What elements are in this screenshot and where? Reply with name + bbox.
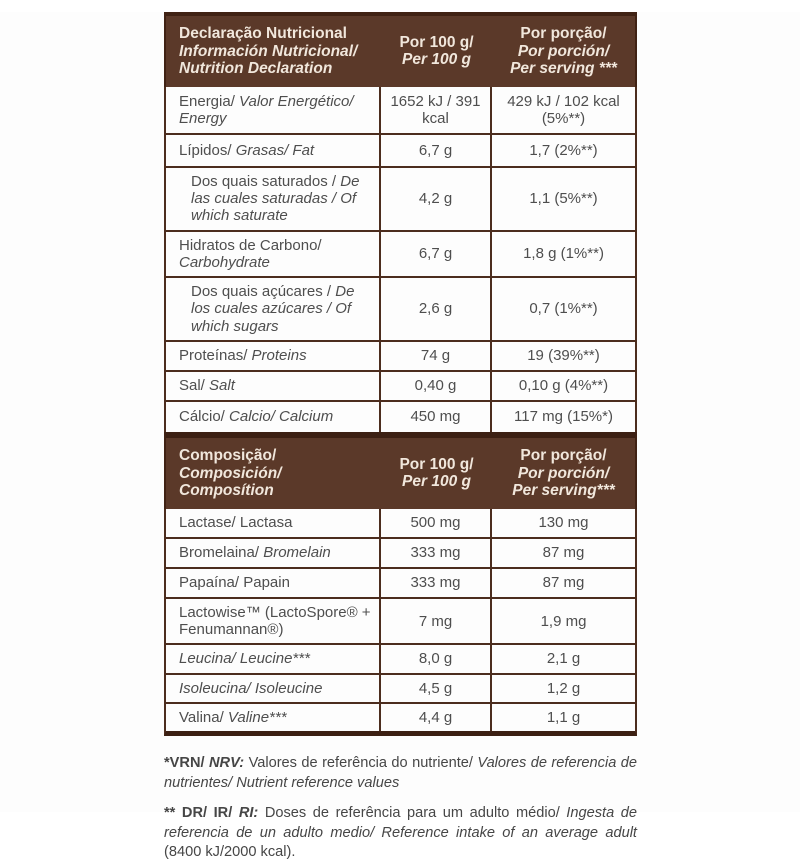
per-100g-value: 74 g — [381, 341, 492, 370]
per-serving-value: 1,9 mg — [540, 612, 587, 630]
table-row-papain: Papaína/ Papain 333 mg 87 mg — [164, 568, 637, 599]
per-100g-value: 0,40 g — [381, 371, 492, 400]
composition-header-per100: Por 100 g/ Per 100 g — [399, 455, 474, 491]
header-title-pt: Declaração Nutricional — [179, 25, 347, 42]
nutrition-table: Declaração Nutricional Información Nutri… — [164, 12, 637, 737]
per-serving-value: 1,7 (2%**) — [529, 141, 598, 159]
per-100g-value: 333 mg — [381, 568, 492, 597]
per-100g-value: 450 mg — [381, 401, 492, 432]
table-row-calcium: Cálcio/ Calcio/ Calcium 450 mg 117 mg (1… — [164, 401, 637, 432]
table-row-salt: Sal/ Salt 0,40 g 0,10 g (4%**) — [164, 371, 637, 402]
nutrition-label-page: Declaração Nutricional Información Nutri… — [0, 12, 800, 860]
footnote-nrv: *VRN/ NRV: Valores de referência do nutr… — [164, 755, 637, 791]
table-row-carbohydrate: Hidratos de Carbono/ Carbohydrate 6,7 g … — [164, 231, 637, 279]
footnote-reference-intake: ** DR/ IR/ RI: Doses de referência para … — [164, 805, 637, 861]
per-100g-value: 4,4 g — [381, 703, 492, 732]
per-serving-value: 1,1 (5%**) — [529, 190, 598, 208]
per-serving-value: 0,7 (1%**) — [529, 300, 598, 318]
nutrition-header-row: Declaração Nutricional Información Nutri… — [164, 12, 637, 87]
header-title-en: Nutrition Declaration — [179, 60, 333, 78]
table-row-proteins: Proteínas/ Proteins 74 g 19 (39%**) — [164, 341, 637, 372]
composition-header-row: Composição/ Composición/ Composítion Por… — [164, 431, 637, 509]
per-100g-value: 500 mg — [381, 508, 492, 537]
table-row-saturates: Dos quais saturados / De las cuales satu… — [164, 167, 637, 232]
nutrition-header-per100: Por 100 g/ Per 100 g — [399, 33, 474, 69]
per-100g-value: 2,6 g — [381, 278, 492, 340]
composition-header-serving: Por porção/ Por porción/ Per serving*** — [512, 446, 615, 500]
composition-title-es-en: Composición/ Composítion — [179, 464, 282, 500]
per-100g-value: 4,5 g — [381, 674, 492, 702]
per-serving-value: 1,8 g (1%**) — [523, 245, 604, 263]
composition-title-pt: Composição/ — [179, 446, 277, 464]
per-serving-value: 87 mg — [542, 544, 585, 562]
per-serving-value: 87 mg — [542, 574, 585, 592]
table-row-fat: Lípidos/ Grasas/ Fat 6,7 g 1,7 (2%**) — [164, 134, 637, 168]
composition-header-title: Composição/ Composición/ Composítion — [166, 438, 381, 509]
table-row-bromelain: Bromelaina/ Bromelain 333 mg 87 mg — [164, 538, 637, 569]
table-row-leucine: Leucina/ Leucine*** 8,0 g 2,1 g — [164, 645, 637, 675]
per-serving-value: 2,1 g — [546, 650, 581, 668]
nutrition-header-serving: Por porção/ Por porción/ Per serving *** — [510, 25, 617, 78]
per-100g-value: 6,7 g — [381, 134, 492, 166]
per-100g-value: 4,2 g — [381, 167, 492, 230]
table-row-valine: Valina/ Valine*** 4,4 g 1,1 g — [164, 703, 637, 737]
table-row-lactase: Lactase/ Lactasa 500 mg 130 mg — [164, 508, 637, 539]
table-row-sugars: Dos quais açúcares / De los cuales azúca… — [164, 278, 637, 342]
table-row-energy: Energia/ Valor Energético/ Energy 1652 k… — [164, 86, 637, 135]
per-100g-value: 333 mg — [381, 538, 492, 567]
table-row-isoleucine: Isoleucina/ Isoleucine 4,5 g 1,2 g — [164, 674, 637, 704]
per-100g-value: 8,0 g — [381, 645, 492, 673]
per-serving-value: 1,2 g — [546, 679, 581, 697]
footnotes: *VRN/ NRV: Valores de referência do nutr… — [164, 754, 637, 863]
nutrition-header-title: Declaração Nutricional Información Nutri… — [166, 16, 381, 87]
per-100g-value: 1652 kJ / 391 kcal — [381, 86, 492, 133]
table-row-lactowise: Lactowise™ (LactoSpore® + Fenumannan®) 7… — [164, 598, 637, 646]
per-serving-value: 130 mg — [538, 514, 589, 532]
header-title-es: Información Nutricional/ — [179, 42, 358, 60]
per-serving-value: 429 kJ / 102 kcal (5%**) — [507, 92, 620, 127]
per-serving-value: 117 mg (15%*) — [514, 408, 613, 426]
per-serving-value: 1,1 g — [546, 708, 581, 726]
per-100g-value: 7 mg — [381, 598, 492, 644]
per-serving-value: 0,10 g (4%**) — [518, 377, 609, 395]
per-100g-value: 6,7 g — [381, 231, 492, 277]
per-serving-value: 19 (39%**) — [527, 347, 600, 365]
